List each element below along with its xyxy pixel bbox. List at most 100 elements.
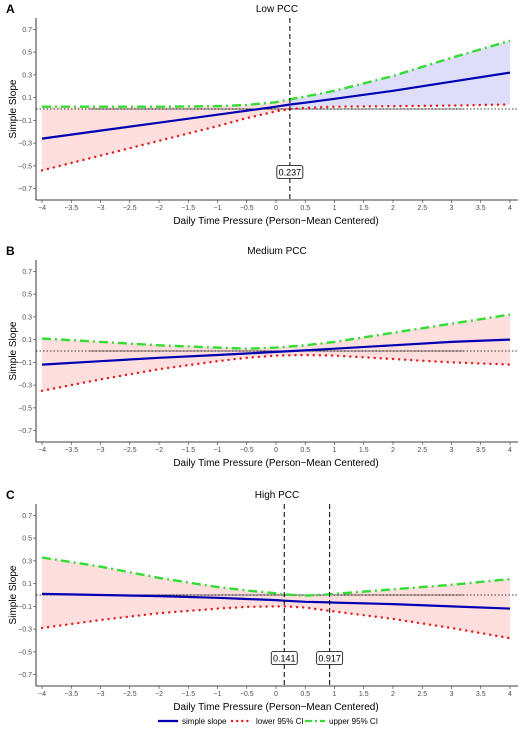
- x-tick-label: 2.5: [417, 447, 427, 454]
- x-tick-label: −0.5: [240, 205, 254, 212]
- y-tick-label: 0.5: [22, 292, 32, 299]
- upper-ci-line: [41, 313, 511, 350]
- x-tick-label: 1.5: [359, 691, 369, 698]
- x-tick-label: −0.5: [240, 447, 254, 454]
- jn-label-box: [316, 651, 344, 665]
- x-tick-label: 2.5: [417, 691, 427, 698]
- lower-ci-line: [40, 103, 512, 172]
- simple-slope-line: [41, 338, 511, 366]
- x-tick-label: −4: [38, 447, 46, 454]
- y-tick-label: −0.1: [18, 360, 32, 367]
- panel-a: 0.237 −4 −3.5 −3 −2.5 −2 −1.5 −1 −0.5 0 0.5 1 1.5 2 2.…: [6, 2, 518, 227]
- x-tick-label: 4: [508, 447, 512, 454]
- legend-label: lower 95% CI: [256, 717, 304, 726]
- x-tick-label: 2: [391, 205, 395, 212]
- x-tick-label: −4: [38, 205, 46, 212]
- x-tick-label: 0: [274, 205, 278, 212]
- x-tick-label: 0: [274, 447, 278, 454]
- x-tick-label: 0.5: [300, 691, 310, 698]
- x-tick-label: −2: [155, 447, 163, 454]
- upper-ci-line: [41, 556, 511, 597]
- y-tick-label: −0.7: [18, 186, 32, 193]
- y-tick-label: −0.5: [18, 163, 32, 170]
- y-tick-label: 0.1: [22, 337, 32, 344]
- x-tick-label: −3.5: [64, 691, 78, 698]
- legend-label: simple slope: [182, 717, 227, 726]
- x-tick-label: −3: [97, 691, 105, 698]
- x-tick-label: 2: [391, 691, 395, 698]
- ci-band-nonsignificant: [42, 557, 510, 639]
- y-tick-label: −0.7: [18, 672, 32, 679]
- lower-ci-line: [40, 353, 512, 392]
- y-axis-label: Simple Slope: [8, 79, 19, 138]
- y-tick-label: −0.3: [18, 141, 32, 148]
- panel-letter: C: [6, 488, 15, 502]
- x-tick-label: 1.5: [359, 447, 369, 454]
- x-tick-label: 1: [333, 205, 337, 212]
- y-tick-label: 0.3: [22, 558, 32, 565]
- y-tick-label: 0.3: [22, 314, 32, 321]
- x-tick-label: −3.5: [64, 447, 78, 454]
- y-axis-label: Simple Slope: [8, 321, 19, 380]
- x-tick-label: 3: [450, 205, 454, 212]
- x-tick-label: 4: [508, 691, 512, 698]
- legend: simple slope lower 95% CI upper 95% CI: [158, 717, 378, 726]
- x-tick-label: −3.5: [64, 205, 78, 212]
- panel-c: 0.141 0.917 −4 −3.5 −3 −2.5 −2 −1.5 −1 −0.5 0 0.5 1 1…: [6, 488, 518, 713]
- jn-label: 0.237: [279, 168, 302, 178]
- x-tick-label: −1.5: [181, 205, 195, 212]
- upper-ci-line: [42, 39, 511, 108]
- y-tick-label: 0.5: [22, 536, 32, 543]
- x-tick-label: −4: [38, 691, 46, 698]
- x-tick-label: 3.5: [476, 205, 486, 212]
- x-tick-label: −3: [97, 205, 105, 212]
- panel-letter: B: [6, 244, 15, 258]
- jn-label: 0.917: [318, 654, 341, 664]
- simple-slope-line: [41, 71, 511, 140]
- x-tick-label: 2: [391, 447, 395, 454]
- x-tick-label: 0.5: [300, 205, 310, 212]
- y-tick-label: 0.7: [22, 513, 32, 520]
- panel-title: Low PCC: [256, 4, 298, 15]
- y-tick-label: −0.1: [18, 604, 32, 611]
- y-tick-label: 0.1: [22, 581, 32, 588]
- x-tick-label: 0: [274, 691, 278, 698]
- x-tick-label: 2.5: [417, 205, 427, 212]
- jn-label-box: [276, 165, 304, 179]
- x-tick-label: −1.5: [181, 447, 195, 454]
- x-tick-label: 0.5: [300, 447, 310, 454]
- x-axis-label: Daily Time Pressure (Person−Mean Centere…: [173, 216, 378, 227]
- x-axis-label: Daily Time Pressure (Person−Mean Centere…: [173, 702, 378, 713]
- y-tick-label: 0.3: [22, 72, 32, 79]
- x-tick-label: −2: [155, 691, 163, 698]
- x-tick-label: −2.5: [123, 691, 137, 698]
- lower-ci-line: [40, 605, 512, 640]
- legend-label: upper 95% CI: [329, 717, 378, 726]
- x-tick-label: 3.5: [476, 691, 486, 698]
- y-tick-label: −0.5: [18, 649, 32, 656]
- y-tick-label: 0.7: [22, 27, 32, 34]
- y-axis-label: Simple Slope: [8, 565, 19, 624]
- x-tick-label: 1: [333, 691, 337, 698]
- x-axis-label: Daily Time Pressure (Person−Mean Centere…: [173, 458, 378, 469]
- x-tick-label: 3.5: [476, 447, 486, 454]
- panel-title: Medium PCC: [247, 246, 306, 257]
- x-tick-label: 4: [508, 205, 512, 212]
- ci-band-nonsignificant: [42, 99, 290, 171]
- x-tick-label: 3: [450, 447, 454, 454]
- panel-b: −4 −3.5 −3 −2.5 −2 −1.5 −1 −0.5 0 0.5 1 1.5 2 2.5 3 3.5…: [6, 244, 518, 469]
- x-tick-label: −1: [214, 205, 222, 212]
- y-tick-label: 0.1: [22, 95, 32, 102]
- y-tick-label: −0.5: [18, 405, 32, 412]
- y-tick-label: 0.5: [22, 50, 32, 57]
- jn-label-box: [270, 651, 298, 665]
- x-tick-label: −2.5: [123, 205, 137, 212]
- x-tick-label: −1: [214, 447, 222, 454]
- x-tick-label: −1: [214, 691, 222, 698]
- y-tick-label: −0.7: [18, 428, 32, 435]
- x-tick-label: 3: [450, 691, 454, 698]
- panel-letter: A: [6, 2, 15, 16]
- x-tick-label: −0.5: [240, 691, 254, 698]
- x-tick-label: 1: [333, 447, 337, 454]
